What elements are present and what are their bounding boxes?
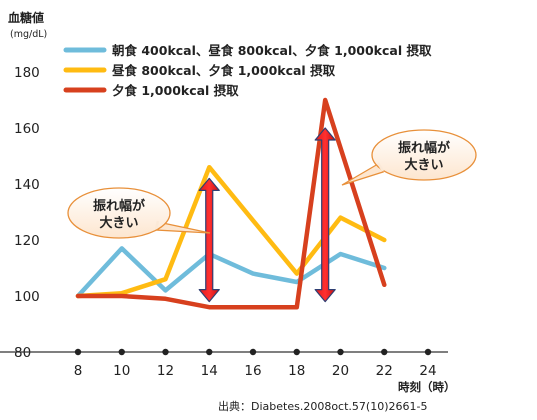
x-tick-label: 16 xyxy=(244,363,261,379)
callout-text: 振れ幅が xyxy=(93,198,145,214)
y-axis-unit: (mg/dL) xyxy=(10,29,47,40)
x-tick-dot xyxy=(293,348,300,356)
x-tick-label: 18 xyxy=(288,363,305,379)
x-tick-label: 14 xyxy=(201,363,218,379)
x-tick-dot xyxy=(206,348,213,356)
y-tick-label: 160 xyxy=(14,121,40,137)
legend-label: 夕食 1,000kcal 摂取 xyxy=(112,83,239,98)
axes: 血糖値 (mg/dL) 80 100 120 140 160 180 8 10 12 14 16 18 20… xyxy=(0,10,456,394)
callout-tail-join xyxy=(154,220,160,230)
callout-bubble xyxy=(371,129,477,181)
x-tick-label: 8 xyxy=(74,363,83,379)
x-tick-dot xyxy=(162,348,169,356)
x-axis-title: 時刻（時） xyxy=(398,380,456,394)
callout-bubble xyxy=(67,187,171,239)
source-note: 出典：Diabetes.2008oct.57(10)2661-5 xyxy=(218,400,428,413)
x-tick-label: 20 xyxy=(332,363,349,379)
y-axis-title: 血糖値 xyxy=(8,10,44,25)
y-tick-label: 140 xyxy=(14,177,40,193)
x-tick-dot xyxy=(337,348,344,356)
callout-text: 大きい xyxy=(99,215,138,231)
y-tick-label: 120 xyxy=(14,233,40,249)
x-tick-label: 10 xyxy=(113,363,130,379)
x-tick-dot xyxy=(424,348,432,356)
callout-text: 大きい xyxy=(404,157,443,173)
x-tick-label: 12 xyxy=(157,363,174,379)
x-tick-dot xyxy=(118,348,125,356)
x-tick-dot xyxy=(381,348,388,356)
y-tick-label: 180 xyxy=(14,65,40,81)
double-arrow xyxy=(198,177,220,303)
legend-label: 朝食 400kcal、昼食 800kcal、夕食 1,000kcal 摂取 xyxy=(112,43,432,58)
legend: 朝食 400kcal、昼食 800kcal、夕食 1,000kcal 摂取昼食 … xyxy=(63,43,432,98)
x-tick-label: 22 xyxy=(376,363,393,379)
x-tick-dot xyxy=(249,348,257,356)
legend-label: 昼食 800kcal、夕食 1,000kcal 摂取 xyxy=(111,63,336,78)
double-arrow xyxy=(314,127,336,303)
callout-tail-join xyxy=(376,162,385,172)
y-tick-label: 100 xyxy=(14,289,40,305)
x-tick-label: 24 xyxy=(419,363,436,379)
x-tick-dot xyxy=(74,348,82,356)
callout-text: 振れ幅が xyxy=(398,140,450,156)
series-line-2 xyxy=(75,164,387,299)
y-tick-label: 80 xyxy=(14,345,31,361)
series-line-1 xyxy=(75,246,387,299)
